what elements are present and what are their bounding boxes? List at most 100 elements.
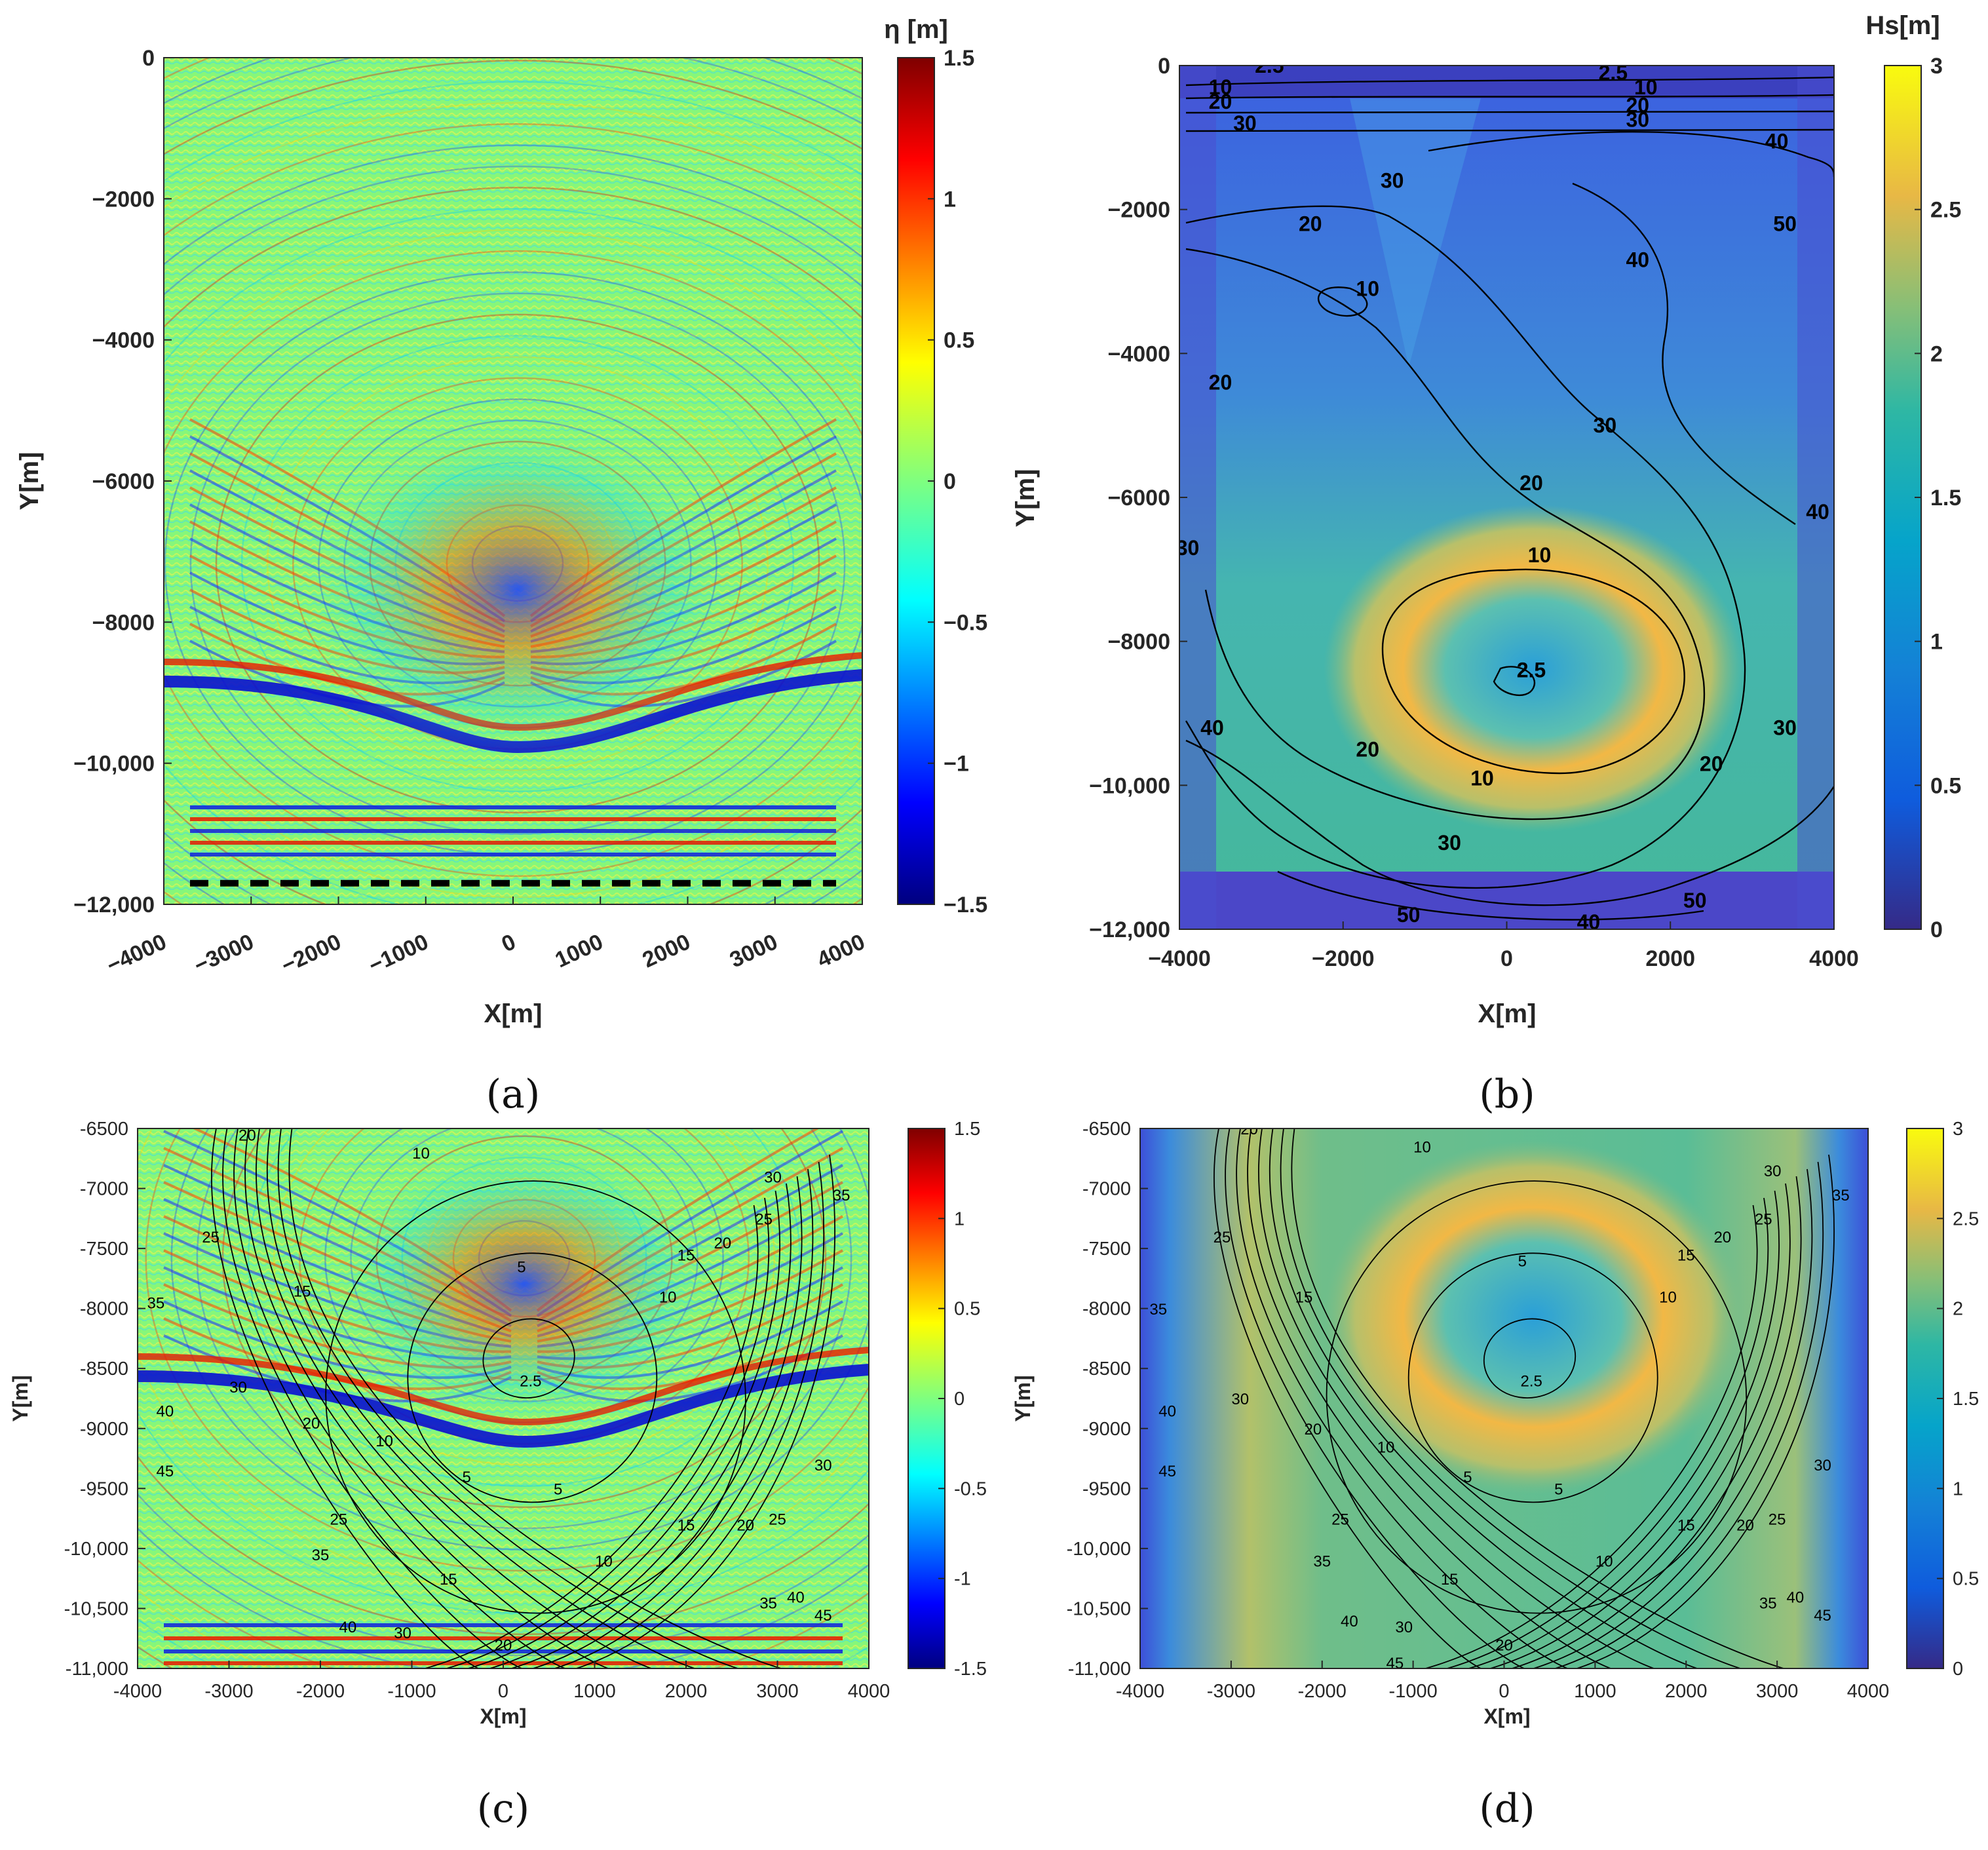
y-tick-label: -11,000 (66, 1659, 128, 1680)
panel-a-colorbar-title: η [m] (884, 15, 948, 44)
wavefront-ring (164, 208, 862, 904)
depth-contour (211, 1128, 479, 1668)
x-tick-label: 3000 (1756, 1681, 1799, 1702)
contour-label: 15 (1295, 1289, 1313, 1307)
panel-a-ylabel: Y[m] (15, 452, 44, 511)
contour-label: 2.5 (520, 1373, 541, 1391)
x-tick-label: 0 (1499, 1681, 1509, 1702)
panel-b: 2.51020302.51020304030201050402030204030… (1011, 11, 1961, 1117)
depth-contour (222, 1128, 522, 1668)
contour-label: 30 (229, 1379, 247, 1397)
y-tick-label: -9500 (1082, 1478, 1131, 1499)
wavefront-ring (196, 1128, 852, 1530)
wavefront-ring (164, 144, 862, 904)
contour-label: 5 (554, 1480, 562, 1498)
panel-b-contour-40 (1428, 130, 1834, 525)
contour-label: 30 (1381, 169, 1404, 193)
depth-contour (1247, 1128, 1611, 1668)
panel-c-contours (211, 1128, 835, 1668)
depth-contour (482, 1318, 575, 1399)
panel-c-y-ticks: -6500 -7000 -7500 -8000 -8500 -9000 -9500 -10,0… (64, 1119, 145, 1680)
contour-label: 35 (1759, 1594, 1777, 1612)
y-tick-label: −6000 (1108, 486, 1171, 511)
panel-b-contour-10-top (1185, 94, 1834, 100)
x-tick-label: 1000 (1574, 1681, 1616, 1702)
contour-label: 40 (1765, 129, 1789, 153)
colorbar-tick-label: 0 (944, 469, 956, 494)
contour-label: 25 (769, 1511, 786, 1528)
contour-label: 20 (495, 1637, 512, 1655)
y-tick-label: -7500 (1082, 1239, 1131, 1260)
colorbar-tick-label: 1 (1930, 630, 1943, 655)
x-tick-label: 0 (1501, 946, 1513, 971)
contour-label: 40 (1341, 1613, 1358, 1630)
contour-label: 30 (814, 1457, 832, 1474)
wavefront-ring (164, 81, 862, 182)
contour-label: 5 (463, 1469, 471, 1486)
x-tick-label: −2000 (278, 929, 345, 978)
wavefront-ring (266, 356, 769, 771)
contour-label: 10 (1659, 1289, 1677, 1307)
contour-label: 40 (1626, 248, 1650, 272)
panel-d-field: 20 10 30 35 25 25 20 15 5 15 10 35 2.5 30 40 20 10 45 5 5 30… (1140, 1128, 1868, 1668)
depth-contour (489, 1183, 792, 1668)
x-tick-label: -4000 (113, 1681, 162, 1702)
x-tick-label: 1000 (551, 929, 607, 973)
panel-b-contour-10-island (1318, 286, 1368, 317)
contour-label: 40 (1158, 1402, 1176, 1420)
depth-contour (244, 1128, 609, 1668)
contour-label: 25 (330, 1511, 348, 1528)
contour-label: 20 (1626, 93, 1650, 117)
contour-label: 35 (833, 1187, 851, 1204)
wavefront-ring (273, 1128, 775, 1466)
wavefront-ring (164, 102, 862, 209)
contour-label: 30 (1233, 111, 1257, 135)
wavefront-ring (189, 292, 846, 835)
contour-label: 35 (1832, 1187, 1850, 1204)
depth-contour (1468, 1190, 1780, 1668)
wavefront-ring (215, 313, 820, 814)
contour-label: 40 (1806, 500, 1829, 524)
panel-d-y-ticks: -6500 -7000 -7500 -8000 -8500 -9000 -9500 -10,0… (1067, 1119, 1148, 1680)
y-tick-label: −2000 (1108, 198, 1171, 223)
contour-label: 5 (1554, 1480, 1563, 1498)
y-tick-label: −10,000 (1089, 773, 1170, 798)
y-tick-label: -8500 (80, 1359, 128, 1379)
contour-label: 20 (1305, 1421, 1322, 1438)
contour-label: 50 (1773, 212, 1797, 236)
contour-label: 30 (1764, 1163, 1782, 1180)
depth-contour (1425, 1204, 1758, 1668)
panel-b-x-ticks: −4000 −2000 0 2000 4000 (1148, 921, 1859, 971)
contour-label: 10 (1528, 543, 1552, 567)
contour-label: 30 (1594, 414, 1617, 437)
panel-c-xlabel: X[m] (480, 1705, 526, 1728)
y-tick-label: 0 (142, 46, 155, 71)
x-tick-label: -1000 (1389, 1681, 1438, 1702)
panel-b-contour-20 (1185, 248, 1706, 820)
panel-b-contour-10 (1381, 568, 1685, 775)
wavefront-ring (164, 123, 862, 904)
contour-label: 25 (202, 1229, 220, 1246)
contour-label: 15 (1677, 1516, 1695, 1534)
contour-label: 40 (1200, 716, 1224, 739)
x-tick-label: 2000 (1645, 946, 1695, 971)
depth-contour (576, 1154, 835, 1668)
depth-contour (425, 1204, 759, 1668)
contour-label: 35 (759, 1594, 777, 1612)
x-tick-label: 3000 (756, 1681, 799, 1702)
y-tick-label: −8000 (1108, 630, 1171, 655)
contour-label: 15 (440, 1571, 457, 1589)
depth-contour (1258, 1128, 1654, 1668)
depth-contour (266, 1128, 695, 1668)
contour-label: 5 (1518, 1253, 1527, 1271)
contour-label: 35 (147, 1295, 165, 1313)
x-tick-label: −1000 (365, 929, 432, 978)
main-wavefront (138, 1364, 869, 1448)
contour-label: 20 (1713, 1229, 1731, 1246)
x-tick-label: -3000 (204, 1681, 253, 1702)
y-tick-label: -7500 (80, 1239, 128, 1260)
panel-a-label: (a) (486, 1071, 541, 1117)
contour-label: 20 (1520, 471, 1543, 495)
colorbar-tick-label: 3 (1953, 1119, 1963, 1140)
depth-contour (1225, 1128, 1525, 1668)
